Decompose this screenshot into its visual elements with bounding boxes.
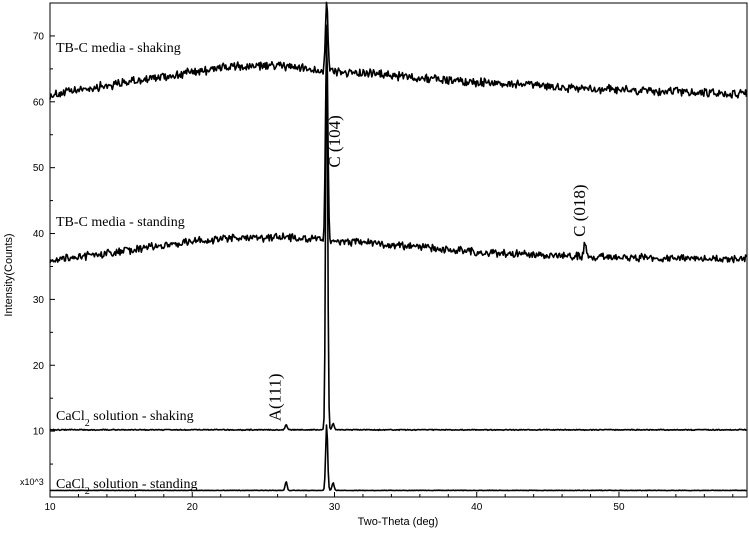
series-line-2 (49, 44, 748, 264)
series-labels: TB-C media - shaking TB-C media - standin… (56, 41, 198, 497)
y-axis: 10 20 30 40 50 60 70 (33, 2, 55, 465)
series-line-4 (49, 424, 747, 492)
series-label-2: TB-C media - standing (56, 215, 185, 230)
series-label-4: CaCl2 solution - standing (56, 477, 198, 497)
series-traces (49, 1, 748, 492)
y-tick-label: 50 (33, 163, 45, 174)
x-tick-label: 20 (187, 502, 199, 513)
y-tick-label: 20 (33, 361, 45, 372)
y-tick-label: 60 (33, 97, 45, 108)
series-line-3 (49, 24, 747, 432)
plot-area: TB-C media - shaking TB-C media - standin… (49, 1, 748, 498)
series-label-3: CaCl2 solution - shaking (56, 409, 194, 429)
y-tick-label: 30 (33, 295, 45, 306)
peak-annotation: C (104) (325, 115, 344, 167)
x-tick-label: 40 (471, 502, 483, 513)
y-tick-label: 10 (33, 427, 45, 438)
series-label-1: TB-C media - shaking (56, 41, 181, 56)
x-axis-label: Two-Theta (deg) (358, 516, 439, 528)
y-tick-label: 70 (33, 31, 45, 42)
x-tick-label: 10 (44, 502, 56, 513)
x-tick-label: 30 (329, 502, 341, 513)
peak-annotation: A(111) (265, 373, 284, 421)
plot-frame (49, 2, 748, 498)
series-line-1 (49, 1, 748, 100)
peak-annotation: C (018) (570, 184, 589, 236)
peak-annotations: C (104) C (018) A(111) (265, 115, 588, 421)
y-multiplier-label: x10^3 (20, 477, 44, 487)
y-axis-label: Intensity(Counts) (3, 233, 15, 316)
y-tick-label: 40 (33, 229, 45, 240)
x-axis: 10 20 30 40 50 (44, 492, 734, 513)
x-tick-label: 50 (613, 502, 625, 513)
